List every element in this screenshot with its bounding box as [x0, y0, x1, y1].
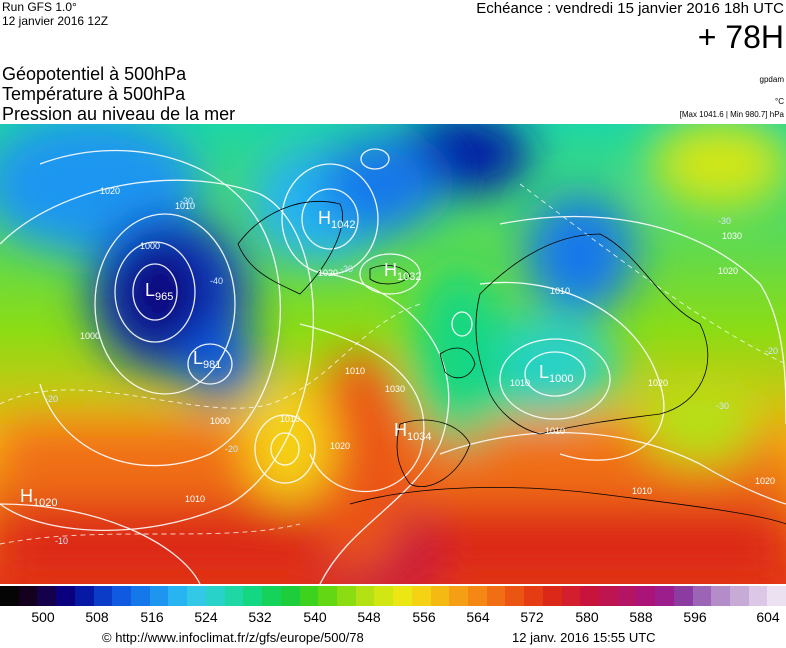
forecast-valid-time: Echéance : vendredi 15 janvier 2016 18h …: [476, 0, 784, 17]
isotherm-label: -10: [55, 536, 68, 546]
color-scale-ticks: 500 508 516 524 532 540 548 556 564 572 580 588 596 6…: [0, 609, 786, 627]
color-swatch: [467, 586, 487, 606]
color-swatch: [692, 586, 712, 606]
generated-time: 12 janv. 2016 15:55 UTC: [512, 630, 656, 645]
color-swatch: [74, 586, 94, 606]
color-swatch: [542, 586, 562, 606]
scale-tick-label: 604: [756, 609, 780, 625]
isobar-label: 1020: [330, 441, 350, 451]
color-swatch: [131, 586, 150, 606]
color-swatch: [599, 586, 618, 606]
scale-tick-label: 524: [194, 609, 218, 625]
color-scale: [0, 586, 786, 606]
isotherm-label: -20: [765, 346, 778, 356]
pressure-max-min: [Max 1041.6 | Min 980.7] hPa: [679, 110, 784, 119]
isobar-label: 1010: [280, 414, 300, 424]
color-swatch: [580, 586, 599, 606]
color-swatch: [299, 586, 319, 606]
scale-tick-label: 548: [357, 609, 381, 625]
isotherm-label: -20: [45, 394, 58, 404]
scale-tick-label: 556: [412, 609, 436, 625]
isobar-label: 1020: [755, 476, 775, 486]
title-pressure: Pression au niveau de la mer: [2, 104, 236, 124]
color-swatch: [187, 586, 206, 606]
color-swatch: [730, 586, 749, 606]
scale-tick-label: 596: [683, 609, 707, 625]
lead-time: + 78H: [697, 19, 784, 55]
color-swatch: [355, 586, 375, 606]
color-swatch: [37, 586, 57, 606]
isotherm-label: -20: [225, 444, 238, 454]
color-swatch: [617, 586, 637, 606]
scale-tick-label: 516: [140, 609, 164, 625]
isobar-label: 1020: [100, 186, 120, 196]
isobar-label: 1000: [140, 241, 160, 251]
isobar-label: 1030: [722, 231, 742, 241]
color-swatch: [280, 586, 300, 606]
color-swatch: [18, 586, 38, 606]
isobar-label: 1000: [210, 416, 230, 426]
scale-tick-label: 532: [248, 609, 272, 625]
run-date: 12 janvier 2016 12Z: [2, 14, 109, 28]
isobar-label: 1020: [318, 268, 338, 278]
color-swatch: [524, 586, 543, 606]
color-swatch: [112, 586, 132, 606]
scale-tick-label: 500: [31, 609, 55, 625]
color-swatch: [486, 586, 506, 606]
color-swatch: [505, 586, 525, 606]
color-swatch: [205, 586, 225, 606]
color-swatch: [224, 586, 244, 606]
isotherm-label: -30: [180, 196, 193, 206]
isobar-label: 1010: [632, 486, 652, 496]
isotherm-label: -30: [340, 264, 353, 274]
isobar-label: 1030: [385, 384, 405, 394]
color-swatch: [262, 586, 281, 606]
color-swatch: [711, 586, 731, 606]
color-swatch: [673, 586, 693, 606]
isobar-label: 1010: [175, 201, 195, 211]
unit-temperature: °C: [775, 97, 784, 106]
title-geopotential: Géopotentiel à 500hPa: [2, 64, 187, 84]
color-swatch: [411, 586, 431, 606]
isobar-label: 1010: [545, 426, 565, 436]
color-swatch: [748, 586, 768, 606]
color-swatch: [430, 586, 450, 606]
isotherm-label: -30: [718, 216, 731, 226]
scale-tick-label: 580: [575, 609, 599, 625]
color-swatch: [168, 586, 188, 606]
color-swatch: [449, 586, 468, 606]
color-swatch: [374, 586, 394, 606]
color-swatch: [318, 586, 337, 606]
color-swatch: [336, 586, 356, 606]
isotherm-label: -30: [716, 401, 729, 411]
color-swatch: [149, 586, 169, 606]
run-label: Run GFS 1.0°: [2, 0, 77, 14]
title-temperature: Température à 500hPa: [2, 84, 186, 104]
color-swatch: [767, 586, 786, 606]
color-swatch: [393, 586, 412, 606]
scale-tick-label: 572: [520, 609, 544, 625]
isobar-label: 1010: [345, 366, 365, 376]
color-swatch: [0, 586, 19, 606]
weather-map[interactable]: L965L981H1042H1032H1034L1000H10201020101…: [0, 124, 786, 584]
isotherm-label: -40: [210, 276, 223, 286]
color-swatch: [655, 586, 674, 606]
scale-tick-label: 564: [466, 609, 490, 625]
isobar-label: 1010: [550, 286, 570, 296]
isobar-label: 1020: [718, 266, 738, 276]
isobar-label: 1010: [510, 378, 530, 388]
copyright-link[interactable]: © http://www.infoclimat.fr/z/gfs/europe/…: [102, 630, 364, 645]
color-swatch: [636, 586, 656, 606]
scale-tick-label: 588: [629, 609, 653, 625]
isobar-label: 1010: [185, 494, 205, 504]
isobar-label: 1000: [80, 331, 100, 341]
color-swatch: [243, 586, 263, 606]
unit-geopotential: gpdam: [759, 75, 784, 84]
scale-tick-label: 540: [303, 609, 327, 625]
color-swatch: [561, 586, 581, 606]
scale-tick-label: 508: [85, 609, 109, 625]
color-swatch: [56, 586, 75, 606]
isobar-label: 1020: [648, 378, 668, 388]
color-swatch: [93, 586, 113, 606]
